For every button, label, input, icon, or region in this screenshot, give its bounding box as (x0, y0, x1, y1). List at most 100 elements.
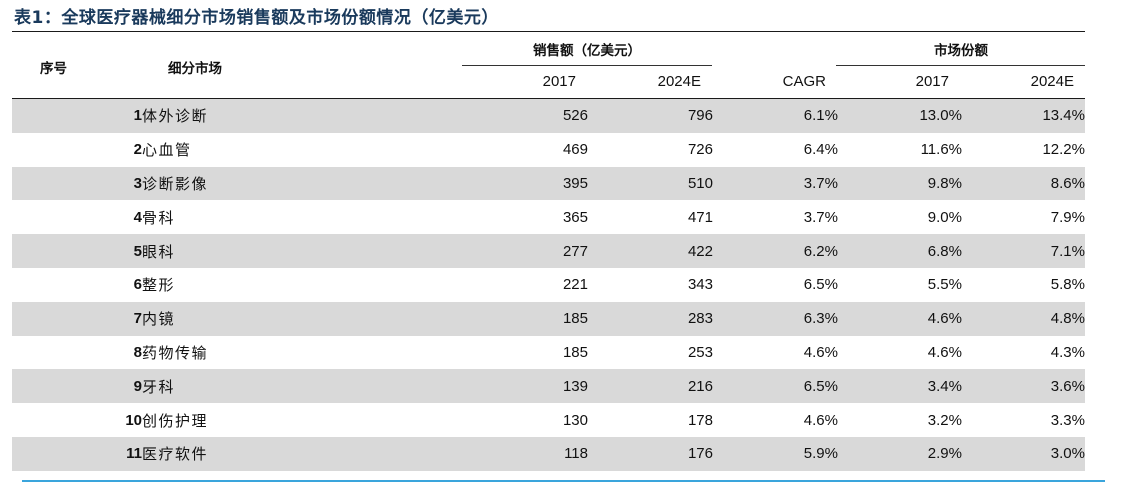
cell-share-2017: 2.9% (927, 445, 962, 463)
cell-share-2017: 13.0% (919, 107, 962, 125)
cell-index: 3 (133, 174, 142, 192)
cell-sales-2017: 185 (562, 343, 588, 361)
header-share-2017: 2017 (915, 73, 949, 90)
header-sales-2024e: 2024E (657, 73, 701, 90)
table-title: 表1：全球医疗器械细分市场销售额及市场份额情况（亿美元） (14, 8, 499, 28)
table-row: 11 医疗软件 118 176 5.9% 2.9% 3.0% (12, 436, 1085, 471)
cell-sales-2017: 277 (562, 242, 588, 260)
cell-sales-2024e: 283 (687, 310, 713, 328)
cell-index: 9 (133, 377, 142, 395)
cell-share-2024e: 13.4% (1042, 107, 1085, 125)
cell-sales-2024e: 253 (687, 343, 713, 361)
cell-index: 6 (133, 276, 142, 294)
cell-share-2017: 9.0% (927, 208, 962, 226)
table-row: 10 创伤护理 130 178 4.6% 3.2% 3.3% (12, 403, 1085, 437)
cell-index: 8 (133, 343, 142, 361)
header-share-group: 市场份额 (934, 43, 988, 59)
cell-share-2024e: 5.8% (1050, 276, 1085, 294)
cell-share-2024e: 7.1% (1050, 242, 1085, 260)
cell-market: 眼科 (142, 243, 176, 261)
cell-share-2017: 4.6% (927, 343, 962, 361)
cell-sales-2017: 469 (562, 141, 588, 159)
cell-sales-2017: 139 (562, 377, 588, 395)
cell-sales-2024e: 178 (687, 411, 713, 429)
cell-share-2024e: 4.3% (1050, 343, 1085, 361)
table-row: 5 眼科 277 422 6.2% 6.8% 7.1% (12, 234, 1085, 268)
cell-share-2017: 6.8% (927, 242, 962, 260)
cell-sales-2024e: 510 (687, 174, 713, 192)
table-row: 3 诊断影像 395 510 3.7% 9.8% 8.6% (12, 166, 1085, 201)
cell-share-2024e: 7.9% (1050, 208, 1085, 226)
cell-index: 4 (133, 208, 142, 226)
cell-market: 创伤护理 (142, 412, 209, 430)
cell-cagr: 5.9% (803, 445, 838, 463)
table-row: 4 骨科 365 471 3.7% 9.0% 7.9% (12, 200, 1085, 234)
cell-share-2024e: 8.6% (1050, 174, 1085, 192)
cell-cagr: 6.3% (803, 310, 838, 328)
header-share-2024e: 2024E (1030, 73, 1074, 90)
cell-cagr: 4.6% (803, 343, 838, 361)
cell-cagr: 6.5% (803, 276, 838, 294)
cell-market: 整形 (142, 277, 176, 295)
cell-cagr: 3.7% (803, 174, 838, 192)
cell-sales-2024e: 471 (687, 208, 713, 226)
table-row: 7 内镜 185 283 6.3% 4.6% 4.8% (12, 301, 1085, 336)
cell-sales-2017: 130 (562, 411, 588, 429)
cell-market: 牙科 (142, 378, 176, 396)
cell-sales-2017: 118 (564, 445, 588, 463)
cell-cagr: 6.1% (803, 107, 838, 125)
cell-share-2024e: 3.3% (1050, 411, 1085, 429)
cell-market: 心血管 (142, 142, 192, 160)
cell-sales-2017: 526 (562, 107, 588, 125)
header-bottom-rule (12, 98, 1085, 99)
cell-sales-2024e: 343 (687, 276, 713, 294)
table-row: 6 整形 221 343 6.5% 5.5% 5.8% (12, 268, 1085, 302)
table-row: 1 体外诊断 526 796 6.1% 13.0% 13.4% (12, 99, 1085, 133)
cell-share-2017: 5.5% (927, 276, 962, 294)
cell-index: 10 (125, 411, 142, 429)
cell-sales-2017: 365 (562, 208, 588, 226)
table-row: 2 心血管 469 726 6.4% 11.6% 12.2% (12, 133, 1085, 167)
cell-index: 1 (133, 107, 142, 125)
table-top-rule (12, 31, 1085, 32)
market-table: 1 体外诊断 526 796 6.1% 13.0% 13.4% 2 心血管 469 726 6.4% 1… (12, 99, 1085, 471)
cell-market: 医疗软件 (142, 446, 209, 464)
header-cagr: CAGR (782, 73, 826, 90)
table-row: 8 药物传输 185 253 4.6% 4.6% 4.3% (12, 336, 1085, 370)
cell-share-2017: 4.6% (927, 310, 962, 328)
cell-share-2017: 3.2% (927, 411, 962, 429)
footer-rule (22, 480, 1105, 482)
cell-index: 2 (133, 141, 142, 159)
cell-share-2017: 3.4% (927, 377, 962, 395)
cell-index: 5 (133, 242, 142, 260)
cell-share-2017: 9.8% (927, 174, 962, 192)
cell-sales-2017: 185 (562, 310, 588, 328)
cell-market: 诊断影像 (142, 175, 209, 193)
cell-cagr: 6.2% (803, 242, 838, 260)
cell-index: 11 (126, 445, 142, 463)
header-sales-group: 销售额（亿美元） (533, 43, 641, 59)
cell-share-2024e: 12.2% (1042, 141, 1085, 159)
cell-share-2024e: 3.6% (1050, 377, 1085, 395)
cell-sales-2024e: 726 (687, 141, 713, 159)
cell-cagr: 4.6% (803, 411, 838, 429)
cell-cagr: 6.4% (803, 141, 838, 159)
cell-market: 体外诊断 (142, 108, 209, 126)
cell-sales-2017: 221 (562, 276, 588, 294)
sales-group-rule (462, 65, 712, 66)
share-group-rule (836, 65, 1085, 66)
cell-sales-2017: 395 (562, 174, 588, 192)
cell-cagr: 3.7% (803, 208, 838, 226)
cell-market: 骨科 (142, 209, 176, 227)
cell-sales-2024e: 176 (687, 445, 713, 463)
cell-sales-2024e: 796 (687, 107, 713, 125)
table-row: 9 牙科 139 216 6.5% 3.4% 3.6% (12, 369, 1085, 404)
cell-sales-2024e: 216 (687, 377, 713, 395)
cell-cagr: 6.5% (803, 377, 838, 395)
cell-market: 药物传输 (142, 344, 209, 362)
header-market: 细分市场 (168, 61, 222, 77)
cell-share-2024e: 3.0% (1050, 445, 1085, 463)
cell-share-2024e: 4.8% (1050, 310, 1085, 328)
cell-index: 7 (133, 310, 142, 328)
header-index: 序号 (40, 61, 67, 77)
